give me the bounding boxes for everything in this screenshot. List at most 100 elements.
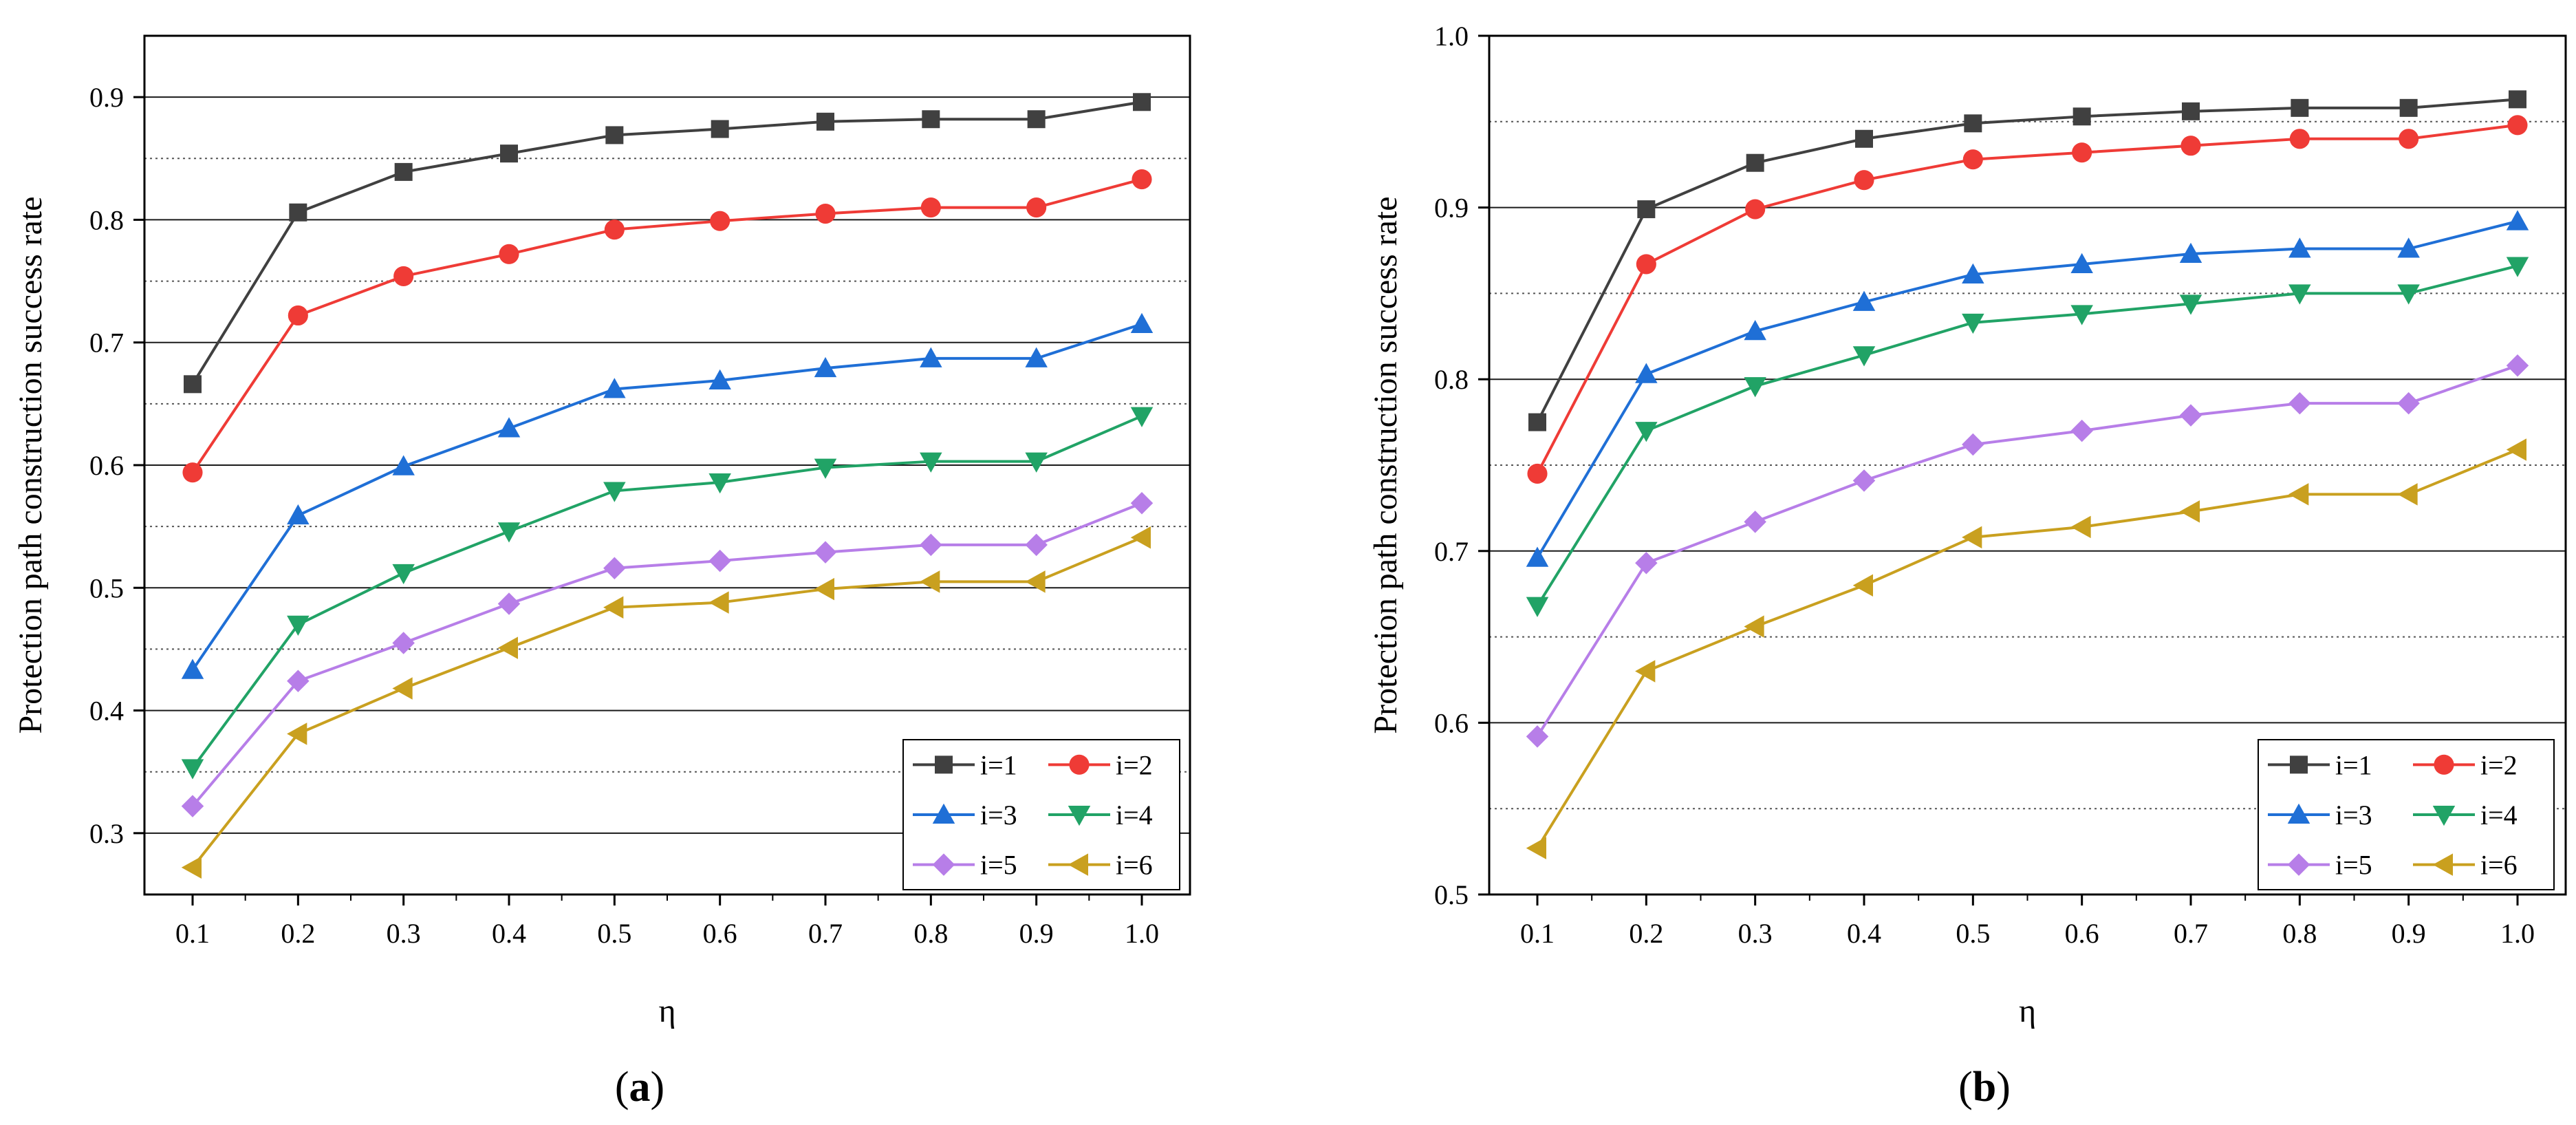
panel-label: (b) <box>1958 1064 2011 1111</box>
series-line-i4 <box>1536 264 2518 607</box>
data-point-i1 <box>1964 114 1982 133</box>
y-axis-title: Protection path construction success rat… <box>1367 196 1404 733</box>
series-line-i4 <box>191 414 1143 769</box>
data-point-i5 <box>1744 511 1766 533</box>
legend-label: i=2 <box>2480 749 2518 780</box>
y-tick-label: 0.6 <box>89 450 124 481</box>
legend-marker-i6 <box>2432 853 2453 876</box>
data-point-i3 <box>1025 347 1048 367</box>
data-point-i5 <box>2288 392 2311 415</box>
data-point-i4 <box>1130 407 1154 427</box>
data-point-i1 <box>1528 413 1546 431</box>
x-tick-label: 0.7 <box>808 918 843 949</box>
data-point-i5 <box>1130 492 1154 515</box>
data-point-i3 <box>1744 320 1766 341</box>
data-point-i4 <box>2397 284 2420 305</box>
y-tick-label: 0.8 <box>89 204 124 235</box>
data-point-i3 <box>1130 312 1154 333</box>
legend-marker-i5 <box>932 853 955 876</box>
y-tick-label: 0.7 <box>89 328 124 358</box>
y-tick-label: 0.4 <box>89 696 124 727</box>
legend-label: i=4 <box>1116 800 1153 831</box>
data-point-i4 <box>1744 377 1766 398</box>
y-tick-label: 0.9 <box>1434 193 1469 224</box>
data-point-i1 <box>500 144 518 163</box>
x-tick-label: 0.5 <box>1956 918 1990 949</box>
legend-marker-i5 <box>2287 853 2310 876</box>
chart-panel-b: 0.5 0.6 0.7 0.8 0.9 1.0 0.1 0.2 0.3 0.4 0.5 0.6 0.7 0… <box>1367 21 2567 1111</box>
y-axis-title: Protection path construction success rat… <box>12 196 49 733</box>
data-point-i6 <box>1635 660 1656 683</box>
x-tick-label: 1.0 <box>2500 918 2535 949</box>
data-point-i5 <box>920 533 942 557</box>
data-point-i6 <box>1962 526 1982 549</box>
data-point-i4 <box>708 473 731 494</box>
data-point-i6 <box>920 570 940 593</box>
data-point-i2 <box>393 266 414 286</box>
data-point-i3 <box>708 369 731 389</box>
data-point-i6 <box>392 677 413 700</box>
data-point-i2 <box>1026 197 1047 218</box>
series-line-i3 <box>1536 219 2518 559</box>
data-point-i5 <box>708 549 731 572</box>
data-point-i3 <box>1852 290 1876 311</box>
data-point-i6 <box>497 636 518 659</box>
legend-marker-i4 <box>1068 806 1091 826</box>
data-point-i3 <box>2506 210 2529 231</box>
data-point-i5 <box>287 669 310 693</box>
x-tick-label: 0.5 <box>597 918 631 949</box>
legend-marker-i3 <box>2287 803 2310 824</box>
data-point-i1 <box>1637 200 1656 219</box>
data-point-i3 <box>920 347 942 367</box>
legend: i=1 i=2 i=3 i=4 i=5 i=6 <box>902 739 1180 890</box>
x-tick-label: 0.9 <box>1019 918 1054 949</box>
legend-label: i=3 <box>2335 800 2372 831</box>
data-point-i5 <box>2397 392 2420 415</box>
data-point-i1 <box>922 110 940 129</box>
legend-label: i=5 <box>980 850 1017 881</box>
data-point-i6 <box>1852 574 1873 597</box>
data-point-i4 <box>497 522 521 543</box>
legend-label: i=6 <box>2480 850 2518 881</box>
data-point-i2 <box>2072 142 2092 163</box>
data-point-i3 <box>1526 546 1549 567</box>
data-point-i2 <box>1132 169 1152 190</box>
data-point-i5 <box>1025 533 1048 557</box>
legend-marker-i3 <box>932 803 955 824</box>
data-point-i5 <box>497 592 521 615</box>
x-tick-label: 0.6 <box>2065 918 2099 949</box>
data-point-i2 <box>2399 129 2419 149</box>
data-point-i1 <box>1855 129 1873 148</box>
data-point-i4 <box>2506 257 2529 277</box>
data-point-i5 <box>2070 419 2093 442</box>
data-point-i4 <box>392 564 415 585</box>
data-point-i3 <box>1635 363 1658 383</box>
data-point-i5 <box>814 541 837 564</box>
data-point-i1 <box>184 375 202 394</box>
data-point-i2 <box>2180 136 2201 156</box>
data-point-i1 <box>711 120 729 138</box>
x-tick-label: 1.0 <box>1125 918 1159 949</box>
data-point-i4 <box>814 458 837 479</box>
data-point-i6 <box>708 591 729 614</box>
y-tick-label: 0.5 <box>89 572 124 603</box>
x-tick-label: 0.4 <box>492 918 526 949</box>
y-tick-label: 0.8 <box>1434 364 1469 395</box>
data-point-i5 <box>1635 552 1658 575</box>
series-line-i5 <box>1536 364 2518 738</box>
x-tick-label: 0.8 <box>2282 918 2317 949</box>
x-tick-label: 0.2 <box>1629 918 1663 949</box>
data-point-i6 <box>1744 615 1764 638</box>
series-line-i5 <box>191 502 1143 807</box>
data-point-i6 <box>1130 526 1151 549</box>
series-line-i3 <box>191 323 1143 671</box>
data-point-i1 <box>2072 107 2091 126</box>
series-line-i2 <box>1536 123 2518 475</box>
chart-panel-a: 0.3 0.4 0.5 0.6 0.7 0.8 0.9 0.1 0.2 0.3 0.4 0.5 0.6 0… <box>12 34 1191 1111</box>
x-tick-label: 0.3 <box>1738 918 1773 949</box>
data-point-i4 <box>920 452 942 473</box>
data-point-i3 <box>497 417 521 438</box>
x-tick-label: 0.4 <box>1847 918 1881 949</box>
data-point-i5 <box>2179 404 2202 427</box>
